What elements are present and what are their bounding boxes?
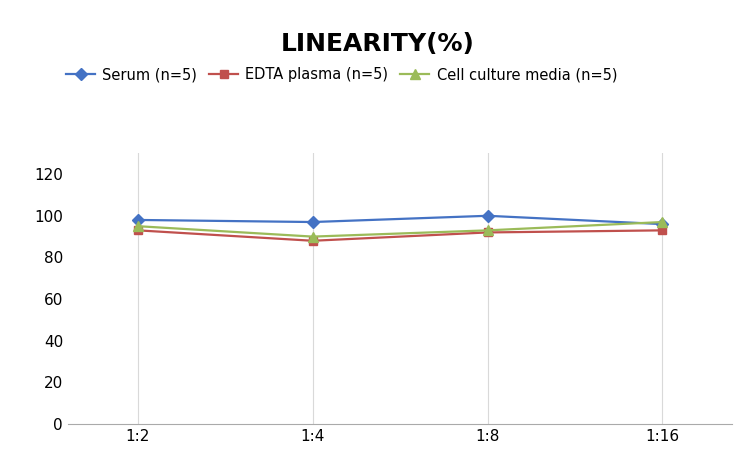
Legend: Serum (n=5), EDTA plasma (n=5), Cell culture media (n=5): Serum (n=5), EDTA plasma (n=5), Cell cul… — [60, 61, 623, 88]
Text: LINEARITY(%): LINEARITY(%) — [281, 32, 474, 55]
